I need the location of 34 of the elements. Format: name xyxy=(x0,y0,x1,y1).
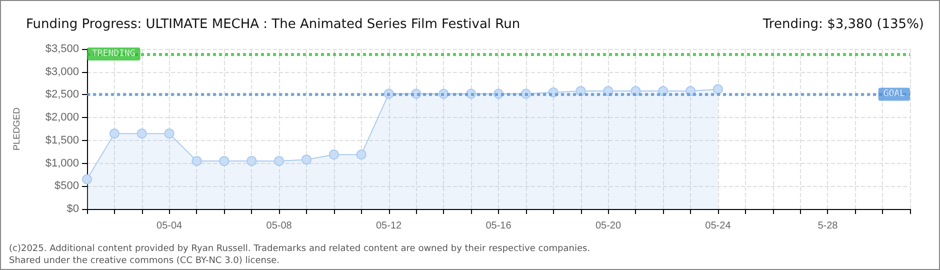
x-tick-label: 5-28 xyxy=(818,220,838,232)
point xyxy=(164,128,174,139)
y-tick-label: $3,000 xyxy=(45,66,79,78)
chart-title: Funding Progress: ULTIMATE MECHA : The Animated Series Film Festival Run xyxy=(26,17,520,32)
y-tick-label: $2,500 xyxy=(45,88,79,101)
ref-line-label: GOAL xyxy=(883,89,905,100)
x-tick-label: 05-16 xyxy=(486,220,512,232)
point xyxy=(246,156,257,166)
text: Shared under the creative commons (CC BY-NC 3.0) license. xyxy=(9,255,281,267)
y-tick-label: $0 xyxy=(66,203,79,215)
point xyxy=(712,84,723,94)
point xyxy=(109,128,120,139)
point xyxy=(219,156,230,166)
point xyxy=(356,150,366,160)
y-axis-title: PLEDGED xyxy=(12,106,22,151)
y-tick-label: $3,500 xyxy=(45,43,79,55)
y-tick-label: $2,000 xyxy=(45,112,79,124)
chart-subtitle: Trending: $3,380 (135%) xyxy=(762,17,924,32)
point xyxy=(328,150,339,160)
ref-line-label: TRENDING xyxy=(92,48,136,59)
x-tick-label: 05-08 xyxy=(266,220,292,232)
point xyxy=(301,154,312,165)
x-tick-label: 05-24 xyxy=(705,220,732,232)
point xyxy=(82,174,92,184)
y-tick-label: $1,500 xyxy=(45,134,79,146)
x-tick-label: 05-04 xyxy=(156,220,183,232)
point xyxy=(136,128,147,139)
y-tick-label: $1,000 xyxy=(45,157,79,170)
point xyxy=(274,156,284,166)
point xyxy=(192,156,202,166)
y-tick-label: $500 xyxy=(54,180,79,192)
x-tick-label: 05-12 xyxy=(376,220,402,232)
text: (c)2025. Additional content provided by Ryan Russell. Trademarks and related content are owned by their respective companies. xyxy=(9,243,590,255)
x-tick-label: 05-20 xyxy=(595,220,622,232)
